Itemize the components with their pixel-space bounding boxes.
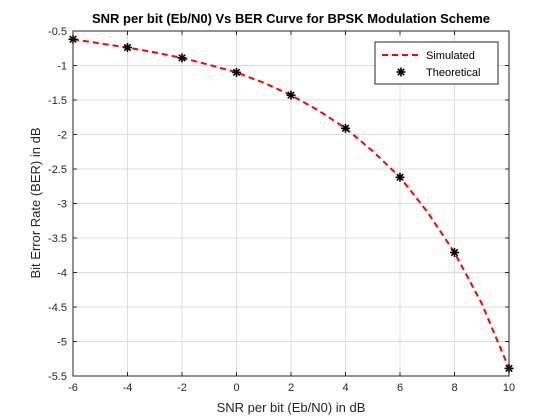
- x-tick-label: 4: [342, 382, 348, 394]
- grid: [72, 30, 510, 377]
- y-tick-label: -2: [57, 130, 67, 142]
- y-tick-label: -2.5: [48, 164, 67, 176]
- y-axis-label: Bit Error Rate (BER) in dB: [28, 128, 43, 279]
- legend: Simulated Theoretical: [374, 41, 499, 85]
- legend-theoretical-label: Theoretical: [426, 67, 480, 79]
- y-tick-label: -3: [57, 199, 67, 211]
- x-tick-label: 6: [397, 382, 403, 394]
- theoretical-point: [123, 43, 132, 53]
- theoretical-point: [395, 172, 405, 182]
- y-tick-label: -1.5: [48, 95, 67, 107]
- series-simulated-line: [72, 38, 510, 369]
- theoretical-point: [232, 67, 241, 77]
- theoretical-point: [286, 90, 296, 100]
- ticks: -6 -4 -2 0 2 4 6 8 10 -0.5 -1 -1.5 -2 -2.5 -3 -3.5 -4 -4.…: [48, 26, 515, 394]
- y-tick-label: -5.5: [48, 371, 67, 383]
- x-tick-label: 8: [451, 382, 457, 394]
- chart-title: SNR per bit (Eb/N0) Vs BER Curve for BPS…: [92, 11, 490, 26]
- legend-simulated-label: Simulated: [426, 50, 475, 62]
- x-tick-label: 2: [288, 382, 294, 394]
- theoretical-point: [177, 53, 187, 63]
- x-tick-label: -6: [68, 382, 78, 394]
- y-tick-label: -0.5: [48, 26, 67, 38]
- legend-box: [374, 41, 499, 85]
- legend-theoretical-marker: [396, 67, 406, 77]
- theoretical-point: [341, 123, 350, 133]
- y-tick-label: -4: [57, 268, 67, 280]
- legend-theoretical-swatch: [396, 67, 406, 77]
- x-tick-label: 0: [233, 382, 239, 394]
- x-tick-label: 10: [503, 382, 515, 394]
- y-tick-label: -5: [57, 337, 67, 349]
- x-tick-label: -2: [177, 382, 187, 394]
- y-tick-label: -3.5: [48, 233, 67, 245]
- theoretical-point: [450, 247, 459, 257]
- y-tick-label: -4.5: [48, 302, 67, 314]
- x-tick-label: -4: [123, 382, 133, 394]
- y-tick-label: -1: [57, 61, 67, 73]
- x-axis-label: SNR per bit (Eb/N0) in dB: [217, 400, 366, 415]
